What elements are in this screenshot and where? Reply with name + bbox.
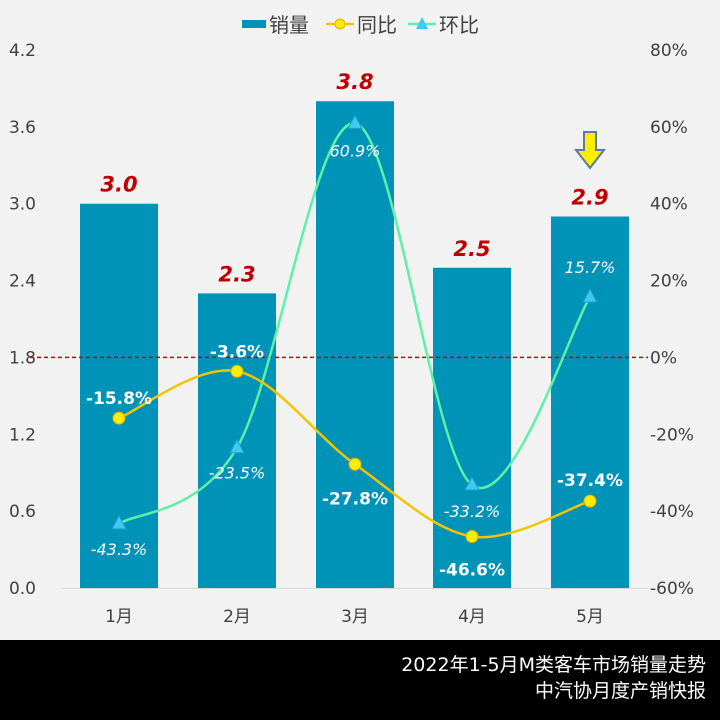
legend-yoy-marker — [334, 18, 346, 30]
x-tick-label: 1月 — [105, 607, 133, 627]
down-arrow-icon — [573, 131, 607, 170]
x-tick-label: 4月 — [458, 607, 486, 627]
footer-source: 中汽协月度产销快报 — [534, 680, 706, 702]
legend-mom-marker — [416, 17, 428, 29]
right-tick-label: 0% — [650, 348, 677, 368]
right-tick-label: 20% — [650, 272, 688, 292]
left-tick-label: 2.4 — [9, 272, 36, 292]
left-tick-label: 4.2 — [9, 41, 36, 61]
mom-marker — [464, 475, 480, 491]
mom-label: -33.2% — [444, 502, 501, 521]
bar-value-label: 2.9 — [571, 186, 608, 210]
yoy-label: -15.8% — [86, 389, 152, 409]
bar-3月 — [316, 101, 394, 588]
yoy-label: -3.6% — [210, 342, 264, 362]
left-tick-label: 1.2 — [9, 425, 36, 445]
x-tick-label: 2月 — [223, 607, 251, 627]
left-tick-label: 1.8 — [9, 348, 36, 368]
yoy-marker — [348, 457, 362, 471]
left-tick-label: 0.6 — [9, 502, 36, 522]
mom-marker — [582, 288, 598, 303]
mom-marker — [347, 114, 363, 129]
bar-value-label: 2.3 — [218, 262, 255, 286]
mom-label: 60.9% — [330, 141, 381, 160]
left-tick-label: 3.6 — [9, 118, 36, 138]
bar-value-label: 3.0 — [100, 173, 137, 197]
right-tick-label: 40% — [650, 195, 688, 215]
right-tick-label: -60% — [650, 579, 694, 599]
yoy-label: -27.8% — [322, 489, 388, 509]
bar-value-label: 2.5 — [453, 237, 490, 261]
yoy-label: -46.6% — [439, 561, 505, 581]
right-tick-label: -40% — [650, 502, 694, 522]
mom-line — [118, 122, 592, 525]
legend-label: 销量 — [269, 13, 309, 37]
x-tick-label: 3月 — [341, 607, 369, 627]
x-tick-label: 5月 — [576, 607, 604, 627]
mom-label: -23.5% — [209, 464, 266, 483]
legend-bar-swatch — [242, 20, 266, 28]
bar-value-label: 3.8 — [336, 70, 373, 94]
mom-label: -43.3% — [91, 540, 148, 559]
chart: 0.0 0.6 1.2 1.8 2.4 3.0 3.6 4.2 -60% -40% -20% 0% 20… — [9, 13, 694, 627]
footer: 2022年1-5月M类客车市场销量走势 中汽协月度产销快报 — [0, 640, 720, 720]
yoy-label: -37.4% — [557, 471, 623, 491]
legend-label: 环比 — [439, 13, 479, 37]
yoy-marker — [112, 411, 126, 425]
bar-5月 — [551, 216, 629, 588]
legend-label: 同比 — [357, 13, 397, 37]
right-tick-label: 60% — [650, 118, 688, 138]
mom-label: 15.7% — [565, 258, 616, 277]
yoy-marker — [465, 530, 479, 544]
yoy-marker — [230, 364, 244, 378]
right-tick-label: 80% — [650, 41, 688, 61]
yoy-marker — [583, 494, 597, 508]
right-tick-label: -20% — [650, 425, 694, 445]
mom-marker — [111, 514, 127, 530]
left-tick-label: 0.0 — [9, 579, 36, 599]
footer-title: 2022年1-5月M类客车市场销量走势 — [401, 654, 706, 676]
left-tick-label: 3.0 — [9, 195, 36, 215]
mom-marker — [229, 438, 245, 454]
